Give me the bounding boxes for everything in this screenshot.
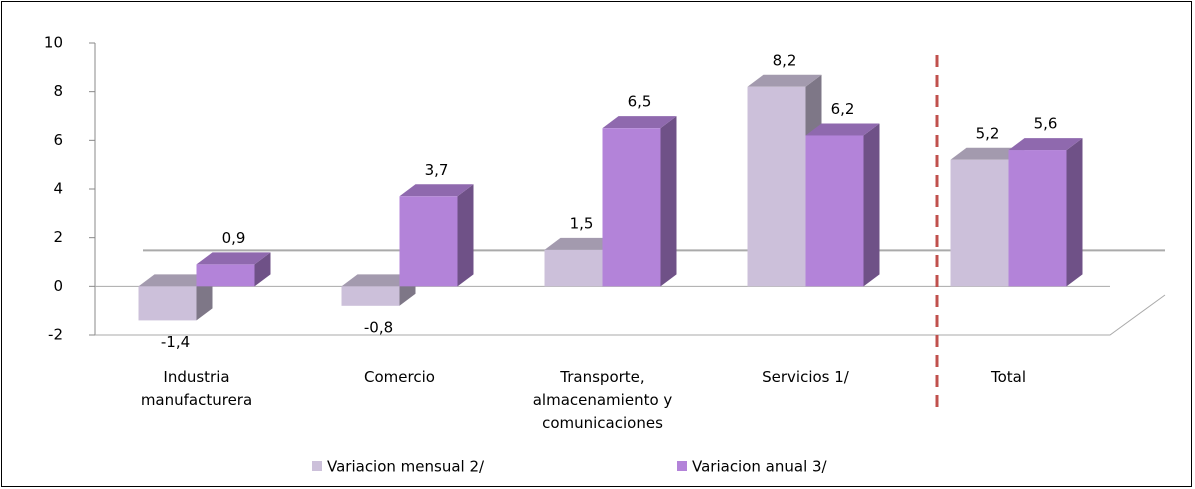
legend-swatch — [312, 461, 322, 471]
legend-swatch — [677, 461, 687, 471]
bar — [196, 264, 255, 287]
bar — [1008, 150, 1067, 287]
value-label: -0,8 — [364, 318, 393, 336]
x-tick-label: Total — [990, 368, 1027, 386]
bar — [544, 249, 603, 287]
x-tick-label: Servicios 1/ — [762, 368, 849, 386]
y-tick-label: 8 — [53, 82, 63, 100]
bar — [341, 286, 400, 306]
y-tick-label: 0 — [53, 277, 63, 295]
floor — [95, 294, 1166, 336]
x-tick-label: Comercio — [364, 368, 435, 386]
bar-top — [544, 237, 619, 250]
bar — [399, 196, 458, 287]
bar-side — [1066, 138, 1083, 287]
bar-side — [254, 252, 271, 287]
y-tick-label: 4 — [53, 180, 63, 198]
bar-side — [660, 116, 677, 287]
bar-top — [196, 252, 271, 265]
value-label: 6,2 — [831, 100, 855, 118]
value-label: 1,5 — [570, 214, 594, 232]
bar-top — [1008, 138, 1083, 151]
bar-top — [399, 184, 474, 197]
y-tick-label: -2 — [48, 326, 63, 344]
bar — [138, 286, 197, 321]
y-tick-label: 10 — [44, 34, 63, 52]
bar-top — [747, 74, 822, 87]
bar-side — [457, 184, 474, 287]
legend-label: Variacion mensual 2/ — [327, 458, 485, 476]
value-label: 0,9 — [222, 229, 246, 247]
bar-top — [602, 116, 677, 129]
bar — [805, 135, 864, 287]
y-tick-label: 6 — [53, 131, 63, 149]
value-label: 8,2 — [773, 51, 797, 69]
bar — [950, 159, 1009, 287]
bar-top — [950, 147, 1025, 160]
bar-side — [863, 123, 880, 287]
bar-top — [341, 274, 416, 287]
value-label: -1,4 — [161, 333, 190, 351]
x-tick-label: Industria manufacturera — [140, 368, 253, 409]
bar — [602, 128, 661, 287]
bar-top — [138, 274, 213, 287]
bar-top — [805, 123, 880, 136]
value-label: 6,5 — [628, 93, 652, 111]
value-label: 3,7 — [425, 161, 449, 179]
y-tick-label: 2 — [53, 228, 63, 246]
value-label: 5,2 — [976, 124, 1000, 142]
value-label: 5,6 — [1034, 115, 1058, 133]
bar — [747, 86, 806, 287]
legend-label: Variacion anual 3/ — [692, 458, 828, 476]
x-tick-label: Transporte, almacenamiento y comunicacio… — [532, 368, 673, 432]
